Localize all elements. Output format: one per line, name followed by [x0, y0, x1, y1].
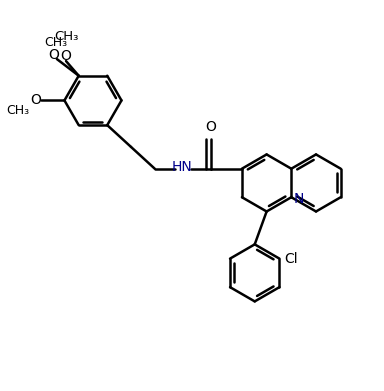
Text: O: O: [48, 48, 59, 62]
Text: CH₃: CH₃: [6, 104, 29, 117]
Text: O: O: [61, 49, 71, 63]
Text: CH₃: CH₃: [44, 36, 67, 48]
Text: O: O: [205, 120, 217, 134]
Text: HN: HN: [171, 160, 192, 174]
Text: CH₃: CH₃: [54, 30, 78, 43]
Text: O: O: [30, 93, 41, 108]
Text: N: N: [294, 192, 304, 206]
Text: Cl: Cl: [284, 252, 298, 265]
